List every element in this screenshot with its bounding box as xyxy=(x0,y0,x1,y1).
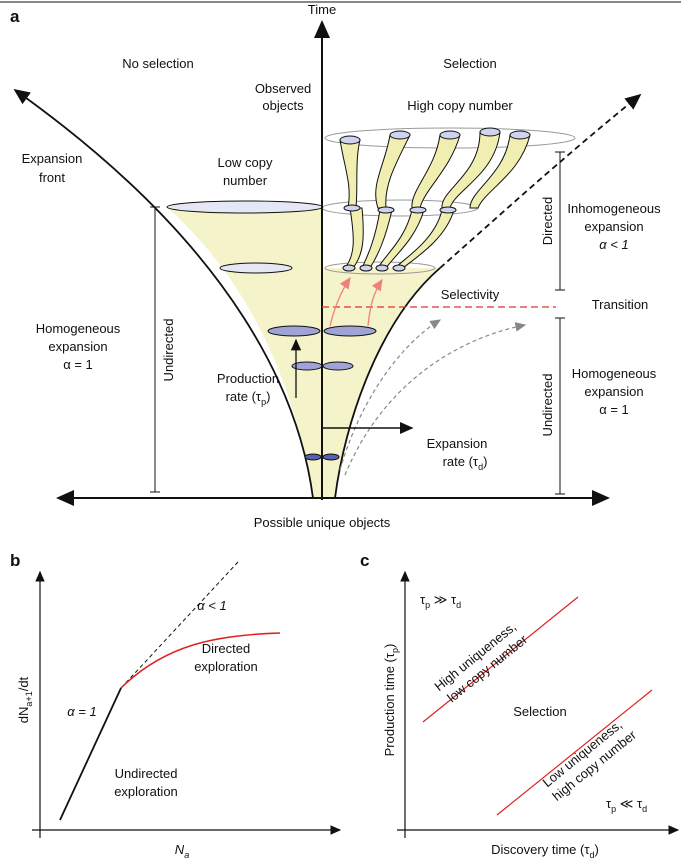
x-axis-label: Possible unique objects xyxy=(254,515,391,530)
x-axis-label: Discovery time (τd) xyxy=(491,842,599,860)
label: Selectivity xyxy=(441,287,500,302)
y-axis-label: dNa+1/dt xyxy=(16,676,34,723)
text-part: /dt xyxy=(16,676,31,691)
label: Directed xyxy=(540,197,555,245)
label: expansion xyxy=(584,219,643,234)
x-axis-label: Na xyxy=(175,842,189,860)
label: expansion xyxy=(48,339,107,354)
text-part: ) xyxy=(382,644,397,648)
population-disc xyxy=(220,263,292,273)
text-part: ≫ τ xyxy=(430,592,457,607)
population-disc xyxy=(268,326,320,336)
label: Low copy xyxy=(218,155,273,170)
population-disc xyxy=(323,454,339,460)
time-label: Time xyxy=(308,2,336,17)
population-disc xyxy=(167,201,323,213)
label: α = 1 xyxy=(599,402,629,417)
label: Inhomogeneous xyxy=(567,201,661,216)
label: τp ≪ τd xyxy=(606,796,647,814)
label: Undirected xyxy=(540,374,555,437)
label: Undirected xyxy=(161,319,176,382)
label: expansion xyxy=(584,384,643,399)
label: front xyxy=(39,170,65,185)
label: Expansion xyxy=(427,436,488,451)
tube-ends xyxy=(340,128,530,271)
panel-label: a xyxy=(10,7,20,26)
label: Expansion xyxy=(22,151,83,166)
subscript: d xyxy=(642,804,647,814)
label: exploration xyxy=(114,784,178,799)
funnel-fill xyxy=(322,268,440,498)
label: exploration xyxy=(194,659,258,674)
subscript: d xyxy=(456,600,461,610)
label: α < 1 xyxy=(197,598,226,613)
panel-c: c τp ≫ τd High uniqueness, low copy numb… xyxy=(360,551,678,860)
label: α < 1 xyxy=(599,237,628,252)
label: Homogeneous xyxy=(572,366,657,381)
text-part: rate (τ xyxy=(443,454,479,469)
label: High copy number xyxy=(407,98,513,113)
funnel-fill xyxy=(167,207,322,498)
tubes xyxy=(340,132,530,268)
panel-b: b α < 1 Directed exploration α = 1 Undir… xyxy=(10,551,340,860)
label: Selection xyxy=(513,704,566,719)
label: τp ≫ τd xyxy=(420,592,461,610)
label: α = 1 xyxy=(63,357,93,372)
text-part: rate (τ xyxy=(226,389,262,404)
y-axis-label: Production time (τp) xyxy=(382,644,400,757)
text-part: ≪ τ xyxy=(616,796,643,811)
text-part: ) xyxy=(266,389,270,404)
text-part: ) xyxy=(594,842,598,857)
label: No selection xyxy=(122,56,194,71)
label: rate (τp) xyxy=(226,389,271,407)
bracket xyxy=(555,318,565,494)
label: objects xyxy=(262,98,304,113)
text-part: Production time (τ xyxy=(382,652,397,756)
text-part: dN xyxy=(16,707,31,724)
panel-a: a Time Possible unique objects No select… xyxy=(10,2,661,530)
label: Production xyxy=(217,371,279,386)
bracket xyxy=(150,207,160,492)
text-part: Discovery time (τ xyxy=(491,842,590,857)
label: Observed xyxy=(255,81,311,96)
figure: a Time Possible unique objects No select… xyxy=(0,0,681,862)
label: α = 1 xyxy=(67,704,96,719)
label: rate (τd) xyxy=(443,454,488,472)
label: Selection xyxy=(443,56,496,71)
label: Homogeneous xyxy=(36,321,121,336)
panel-label: b xyxy=(10,551,20,570)
label: number xyxy=(223,173,268,188)
population-disc xyxy=(305,454,321,460)
panel-label: c xyxy=(360,551,369,570)
label: Undirected xyxy=(115,766,178,781)
bracket xyxy=(555,152,565,290)
subscript: a+1 xyxy=(24,691,34,706)
population-disc xyxy=(324,326,376,336)
label: Transition xyxy=(592,297,649,312)
text-part: ) xyxy=(483,454,487,469)
population-disc xyxy=(323,362,353,370)
subscript: a xyxy=(184,850,189,860)
label: Directed xyxy=(202,641,250,656)
